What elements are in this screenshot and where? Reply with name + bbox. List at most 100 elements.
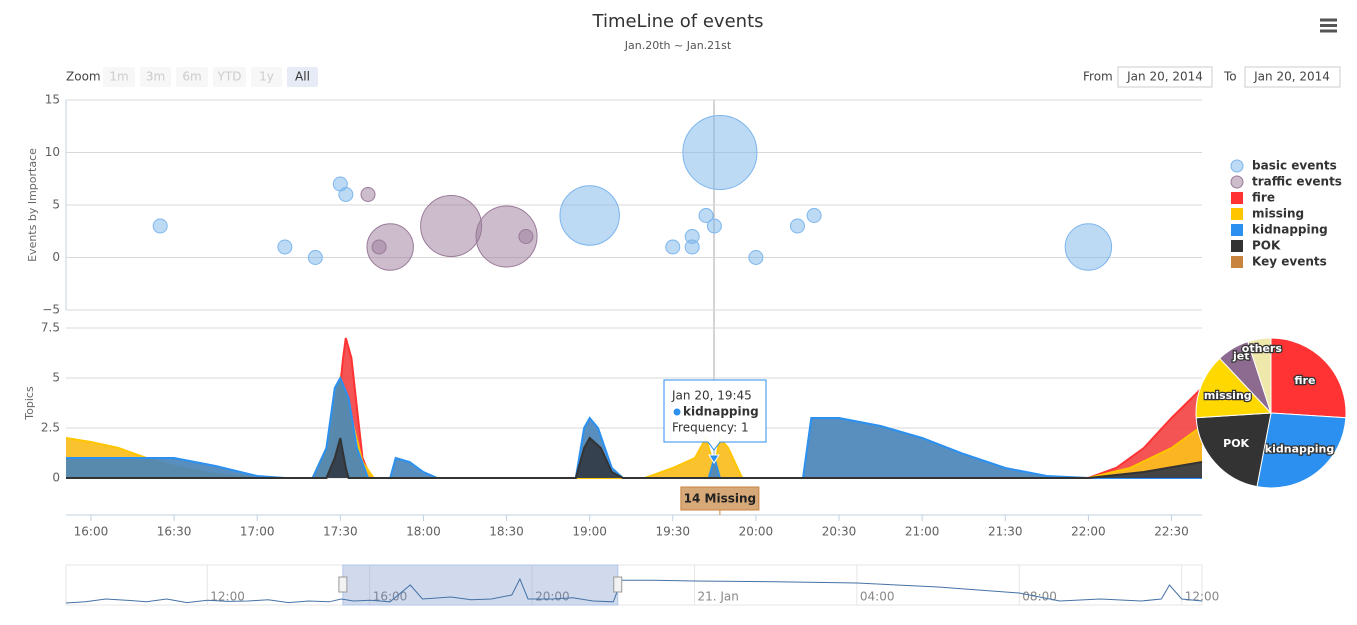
area-line [66,337,1203,479]
zoom-button-label[interactable]: 1y [259,70,274,84]
bubble [420,194,483,258]
y-tick-label: 5 [52,371,60,385]
chart-title: TimeLine of events [592,11,764,32]
legend-label[interactable]: kidnapping [1252,223,1328,237]
legend-symbol [1231,192,1243,204]
legend-label[interactable]: traffic events [1252,175,1342,189]
y-tick-label: 0 [52,471,60,485]
zoom-button-label[interactable]: 3m [146,70,165,84]
bubble [366,223,414,271]
legend-label[interactable]: basic events [1252,159,1337,173]
area [66,378,1202,478]
y-tick-label: 0 [52,250,60,264]
pie-slice [1270,337,1347,419]
legend-label[interactable]: missing [1252,207,1304,221]
bubble [307,250,323,265]
bubble [684,229,700,244]
x-tick-label: 21:00 [905,525,940,539]
navigator-handle[interactable] [338,576,348,593]
zoom-button[interactable] [103,67,135,87]
navigator-frame [65,564,1203,606]
pie-label: POK [1223,437,1249,450]
flag-label: 14 Missing [684,492,756,506]
tooltip-header: Jan 20, 19:45 [671,389,752,403]
flag [680,486,760,511]
zoom-label: Zoom [66,70,101,84]
navigator-tick-label: 16:00 [373,590,408,604]
legend-symbol [1230,175,1244,189]
zoom-button-label[interactable]: 6m [182,70,201,84]
y-tick-label: 10 [45,145,60,159]
zoom-button[interactable] [287,67,318,87]
legend-symbol [1231,256,1243,268]
zoom-button[interactable] [251,67,282,87]
tooltip-dot [673,408,681,416]
zoom-button-label[interactable]: 1m [109,70,128,84]
y-tick-label: 7.5 [41,321,60,335]
zoom-button[interactable] [176,67,208,87]
legend-label[interactable]: POK [1252,239,1281,253]
menu-button[interactable] [1314,14,1342,38]
zoom-button[interactable] [213,67,246,87]
chart-subtitle: Jan.20th ~ Jan.21st [624,39,732,52]
legend-label[interactable]: fire [1252,191,1275,205]
pie-slice [1195,357,1273,419]
bubble [360,187,376,202]
navigator-handle[interactable] [613,576,623,593]
from-value[interactable]: Jan 20, 2014 [1126,70,1203,84]
pie-slice [1256,412,1347,489]
bubble [1064,223,1113,271]
bubble [789,218,805,234]
bubble [475,205,538,268]
legend-symbol [1231,224,1243,236]
pie-slice [1247,337,1272,414]
x-tick-label: 22:30 [1154,525,1189,539]
pie-label: jet [1232,350,1250,363]
legend-label[interactable]: Key events [1252,255,1327,269]
bubble [748,250,764,265]
bubble [152,218,168,234]
pie-label: missing [1204,389,1252,402]
bubble [698,208,714,223]
legend-symbol [1230,159,1244,173]
y-axis-title: Topics [23,386,36,421]
x-tick-label: 16:30 [157,525,192,539]
navigator-tick-label: 12:00 [1185,590,1220,604]
tooltip-series: kidnapping [683,405,759,419]
navigator-line [65,577,1203,604]
navigator-tick-label: 21. Jan [697,590,738,604]
to-input[interactable] [1244,66,1341,88]
x-tick-label: 20:30 [822,525,857,539]
hover-marker [708,454,720,464]
from-input[interactable] [1117,66,1213,88]
to-value[interactable]: Jan 20, 2014 [1253,70,1330,84]
bubble [706,218,722,234]
zoom-button[interactable] [140,67,171,87]
bubble [277,239,293,255]
tooltip-box [663,379,767,451]
zoom-button-label[interactable]: YTD [217,70,242,84]
bubble [559,185,620,246]
bubble [806,208,822,223]
x-tick-label: 18:00 [406,525,441,539]
zoom-button-label[interactable]: All [295,70,310,84]
navigator-tick-label: 12:00 [210,590,245,604]
from-label: From [1083,70,1113,84]
x-tick-label: 19:00 [572,525,607,539]
to-label: To [1223,70,1237,84]
navigator-tick-label: 04:00 [860,590,895,604]
y-tick-label: −5 [42,303,60,317]
tooltip-text: Frequency: 1 [672,421,749,435]
pie-label: fire [1294,374,1315,387]
bubble [518,229,534,244]
area [66,338,1202,478]
x-tick-label: 17:00 [240,525,275,539]
bubble [665,239,681,255]
y-tick-label: 15 [45,93,60,107]
x-tick-label: 19:30 [655,525,690,539]
pie-slice [1195,412,1272,488]
x-tick-label: 17:30 [323,525,358,539]
bubble [338,187,354,202]
navigator-tick-label: 20:00 [535,590,570,604]
